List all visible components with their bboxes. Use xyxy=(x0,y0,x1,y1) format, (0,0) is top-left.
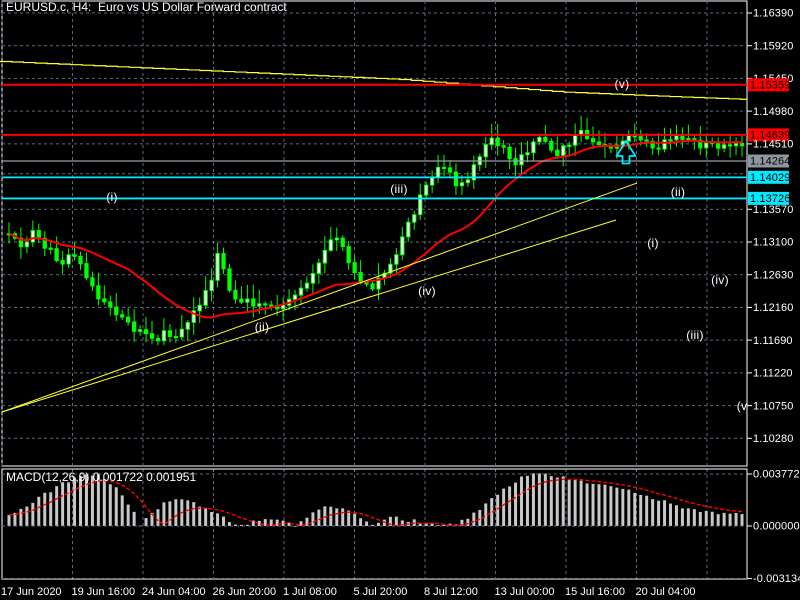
svg-text:(ii): (ii) xyxy=(255,320,270,334)
svg-text:0.003772: 0.003772 xyxy=(753,469,800,481)
svg-text:1 Jul 08:00: 1 Jul 08:00 xyxy=(283,586,337,598)
svg-text:1.16390: 1.16390 xyxy=(753,8,793,20)
svg-text:1.11690: 1.11690 xyxy=(753,335,793,347)
svg-text:20 Jul 04:00: 20 Jul 04:00 xyxy=(636,586,696,598)
svg-text:1.10750: 1.10750 xyxy=(753,400,793,412)
svg-text:1.13570: 1.13570 xyxy=(753,204,793,216)
svg-text:(iv): (iv) xyxy=(711,273,729,287)
svg-text:5 Jul 20:00: 5 Jul 20:00 xyxy=(354,586,408,598)
svg-text:(iv): (iv) xyxy=(418,284,436,298)
svg-text:(v: (v xyxy=(737,399,748,413)
svg-text:(iii): (iii) xyxy=(390,182,408,196)
svg-text:1.15359: 1.15359 xyxy=(750,80,790,92)
svg-text:1.10280: 1.10280 xyxy=(753,433,793,445)
svg-text:26 Jun 20:00: 26 Jun 20:00 xyxy=(213,586,277,598)
svg-text:1.15920: 1.15920 xyxy=(753,40,793,52)
svg-text:1.14510: 1.14510 xyxy=(753,139,793,151)
svg-text:19 Jun 16:00: 19 Jun 16:00 xyxy=(72,586,136,598)
svg-text:EURUSD.c, H4: Euro vs US Doll: EURUSD.c, H4: Euro vs US Dollar Forward … xyxy=(6,0,287,14)
svg-text:(i): (i) xyxy=(106,190,118,204)
svg-text:24 Jun 04:00: 24 Jun 04:00 xyxy=(142,586,206,598)
svg-text:1.11220: 1.11220 xyxy=(753,368,793,380)
svg-text:15 Jul 16:00: 15 Jul 16:00 xyxy=(565,586,625,598)
svg-text:(i): (i) xyxy=(647,236,659,250)
svg-text:8 Jul 12:00: 8 Jul 12:00 xyxy=(424,586,478,598)
svg-text:MACD(12,26,9) 0.001722 0.00195: MACD(12,26,9) 0.001722 0.001951 xyxy=(6,470,196,484)
svg-text:(v): (v) xyxy=(615,77,630,91)
svg-text:1.14980: 1.14980 xyxy=(753,106,793,118)
svg-text:(ii): (ii) xyxy=(671,185,686,199)
svg-text:1.14264: 1.14264 xyxy=(750,156,790,168)
svg-text:1.13100: 1.13100 xyxy=(753,237,793,249)
svg-text:-0.003134: -0.003134 xyxy=(753,573,800,585)
svg-text:0.000000: 0.000000 xyxy=(753,521,800,533)
svg-text:13 Jul 00:00: 13 Jul 00:00 xyxy=(495,586,555,598)
svg-text:(iii): (iii) xyxy=(686,328,704,342)
svg-text:1.12630: 1.12630 xyxy=(753,269,793,281)
svg-text:1.12160: 1.12160 xyxy=(753,302,793,314)
svg-text:17 Jun 2020: 17 Jun 2020 xyxy=(1,586,62,598)
svg-text:1.14029: 1.14029 xyxy=(750,172,790,184)
